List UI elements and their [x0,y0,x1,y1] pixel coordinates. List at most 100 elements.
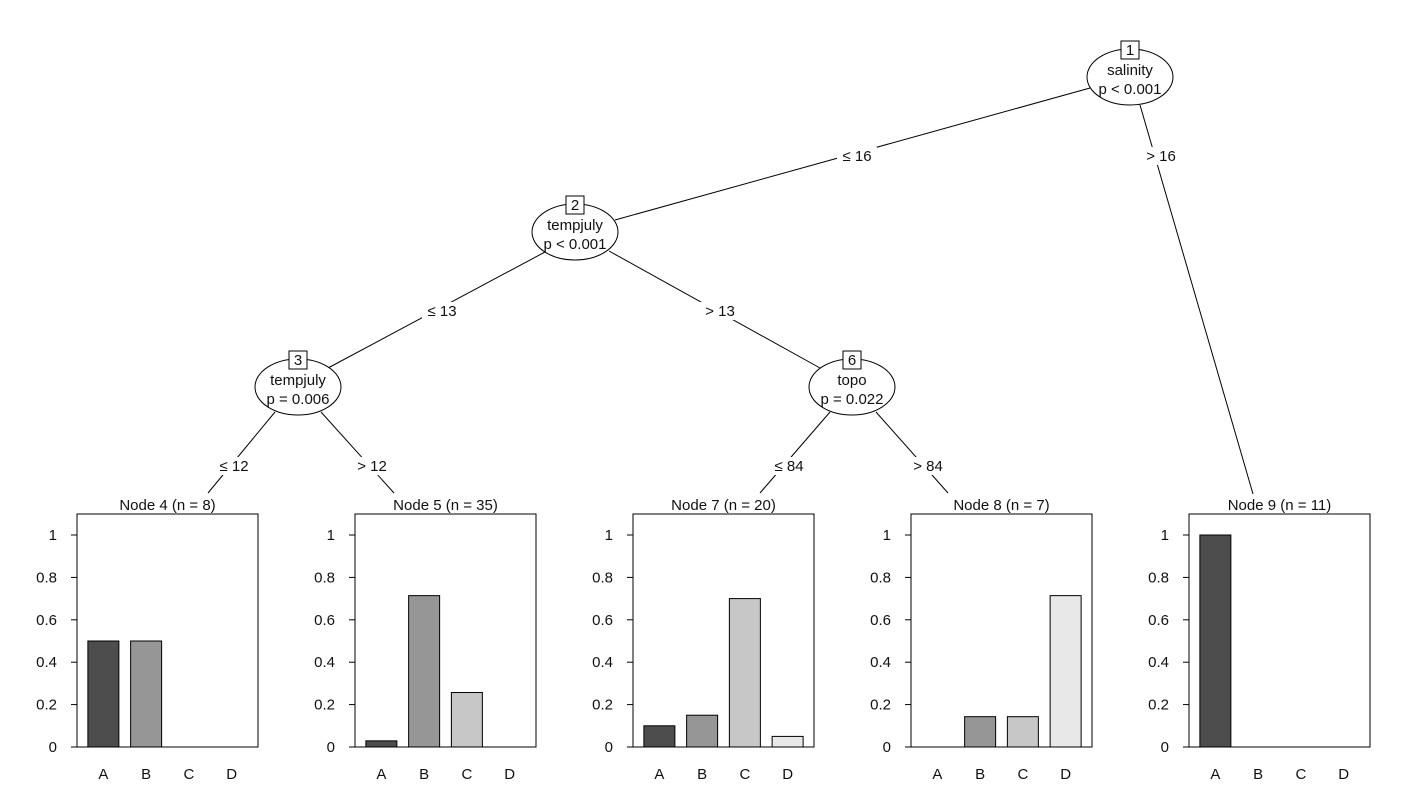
panel-frame [910,513,1093,748]
x-tick-label-D: D [1338,766,1349,783]
edge-3-5 [320,411,395,494]
split-variable-label: tempjuly [547,217,603,234]
bar-A [87,640,120,748]
edge-label-2-3: ≤ 13 [427,303,456,320]
y-tick-label: 0.6 [36,612,57,629]
p-value-label: p = 0.022 [821,391,884,408]
x-tick-label-D: D [782,766,793,783]
edge-6-7 [759,411,831,494]
panel-title-bg [107,496,228,513]
x-tick-label-B: B [419,766,429,783]
terminal-node-4: Node 4 (n = 8) 0 0.2 0.4 0.6 0.8 1 A B C D [36,496,259,783]
inner-node-6: 6 topo p = 0.022 [808,350,896,416]
edge-label-bg-2-6 [700,302,740,320]
node-id-label: 2 [571,197,579,214]
y-tick-label: 0.2 [1148,697,1169,714]
node-id-box [842,350,862,370]
bar-C [450,692,483,748]
y-tick-label: 0.2 [870,697,891,714]
bar-D [1049,595,1082,748]
y-tick-label: 1 [327,527,335,544]
edge-label-3-4: ≤ 12 [219,458,248,475]
y-tick-label: 0.6 [314,612,335,629]
y-tick-label: 1 [1161,527,1169,544]
bar-B [408,595,441,748]
x-tick-label-B: B [1253,766,1263,783]
inner-node-1: 1 salinity p < 0.001 [1086,40,1174,106]
edge-label-bg-6-8 [908,457,948,475]
x-tick-label-C: C [183,766,194,783]
node-id-box [565,195,585,215]
bar-C [1006,716,1039,748]
y-tick-label: 0.4 [870,654,891,671]
node-id-box [1120,40,1140,60]
panel-title-bg [385,496,506,513]
y-tick-label: 0.8 [592,569,613,586]
panel-title-bg [941,496,1062,513]
edge-label-6-7: ≤ 84 [774,458,803,475]
panel-title: Node 7 (n = 20) [671,497,776,514]
terminal-node-8: Node 8 (n = 7) 0 0.2 0.4 0.6 0.8 1 A B C D [870,496,1093,783]
terminal-node-7: Node 7 (n = 20) 0 0.2 0.4 0.6 0.8 1 A B C D [592,496,815,783]
x-tick-label-D: D [504,766,515,783]
inner-node-2: 2 tempjuly p < 0.001 [531,195,619,261]
panel-frame [354,513,537,748]
p-value-label: p < 0.001 [1099,81,1162,98]
y-tick-label: 0 [327,739,335,756]
terminal-node-9: Node 9 (n = 11) 0 0.2 0.4 0.6 0.8 1 A B C D [1148,496,1371,783]
edge-label-bg-3-5 [352,457,392,475]
y-tick-label: 0.6 [592,612,613,629]
y-tick-label: 1 [883,527,891,544]
panel-title-bg [1219,496,1340,513]
edge-label-1-9: > 16 [1146,148,1176,165]
split-variable-label: salinity [1107,62,1153,79]
split-variable-label: tempjuly [270,372,326,389]
y-tick-label: 0.2 [36,697,57,714]
edge-6-8 [875,411,949,494]
x-tick-label-A: A [98,766,108,783]
y-tick-label: 0.8 [870,569,891,586]
y-tick-label: 0.8 [314,569,335,586]
bar-A [365,740,398,748]
node-id-label: 1 [1126,42,1134,59]
inner-node-3: 3 tempjuly p = 0.006 [254,350,342,416]
panel-frame [632,513,815,748]
y-tick-label: 0.4 [1148,654,1169,671]
panel-frame [76,513,259,748]
x-tick-label-C: C [1017,766,1028,783]
node-id-label: 3 [294,352,302,369]
tree-inner-nodes: 1 salinity p < 0.001 2 tempjuly p < 0.001 3 tem… [254,40,1174,416]
y-tick-label: 0.4 [314,654,335,671]
x-tick-label-A: A [376,766,386,783]
x-tick-label-D: D [1060,766,1071,783]
y-tick-label: 0 [49,739,57,756]
tree-edges [207,87,1254,495]
x-tick-label-B: B [975,766,985,783]
x-tick-label-A: A [1210,766,1220,783]
node-id-box [288,350,308,370]
p-value-label: p < 0.001 [544,236,607,253]
edge-label-bg-6-7 [769,457,809,475]
bar-B [686,714,719,748]
edge-label-1-2: ≤ 16 [842,148,871,165]
y-tick-label: 0.4 [36,654,57,671]
bar-C [728,598,761,748]
bar-A [1199,534,1232,748]
edge-label-3-5: > 12 [357,458,387,475]
bar-B [130,640,163,748]
x-tick-label-C: C [1295,766,1306,783]
terminal-node-5: Node 5 (n = 35) 0 0.2 0.4 0.6 0.8 1 A B C D [314,496,537,783]
y-tick-label: 0 [1161,739,1169,756]
edge-label-bg-1-2 [837,147,877,165]
panel-frame [1188,513,1371,748]
edge-3-4 [207,411,276,494]
y-tick-label: 1 [605,527,613,544]
edge-label-bg-3-4 [214,457,254,475]
y-tick-label: 0.8 [1148,569,1169,586]
y-tick-label: 0 [605,739,613,756]
tree-edge-labels: ≤ 16 > 16 ≤ 13 > 13 ≤ 12 > 12 ≤ 84 > 84 [214,147,1181,475]
y-tick-label: 0 [883,739,891,756]
panel-title: Node 5 (n = 35) [393,497,498,514]
